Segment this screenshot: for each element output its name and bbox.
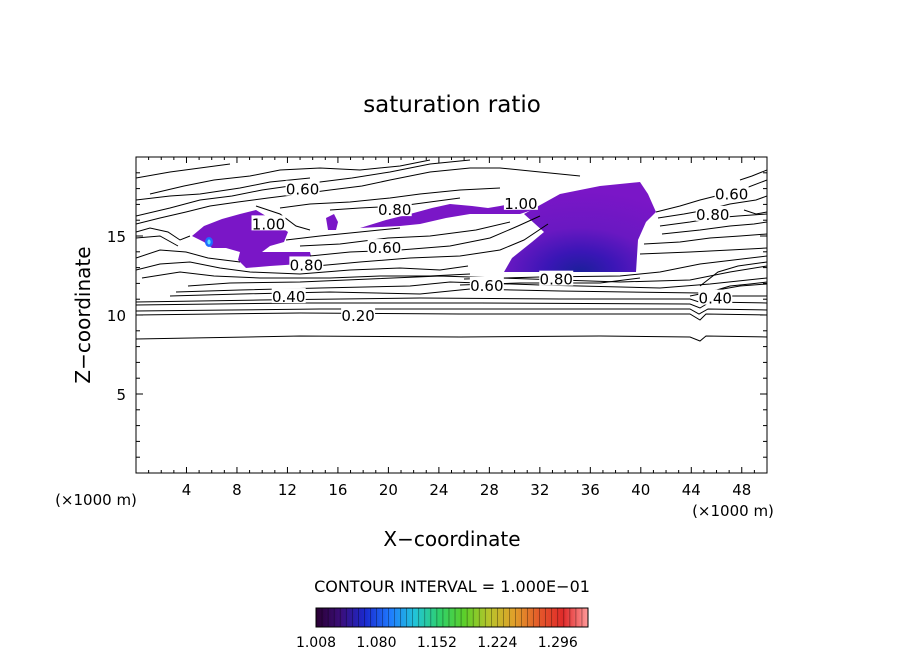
- contour-label-bg: [695, 205, 730, 221]
- contour-label-bg: [503, 194, 538, 210]
- y-axis-label: Z−coordinate: [71, 246, 95, 383]
- x-tick-label: 36: [581, 481, 600, 499]
- contour-label: 0.80: [378, 201, 411, 219]
- x-tick-label: 16: [328, 481, 347, 499]
- chart-title: saturation ratio: [363, 92, 541, 118]
- contour-label-bg: [714, 185, 749, 201]
- colorbar-tick-label: 1.152: [417, 635, 457, 651]
- x-tick-label: 12: [278, 481, 297, 499]
- contour-label: 0.60: [286, 181, 319, 199]
- contour-label-bg: [539, 270, 574, 286]
- contour-label-bg: [271, 288, 306, 304]
- x-tick-label: 8: [232, 481, 242, 499]
- contour-label: 0.80: [540, 271, 573, 289]
- x-tick-label: 28: [480, 481, 499, 499]
- contour-label: 0.40: [699, 290, 732, 308]
- contour-label-bg: [289, 256, 324, 272]
- colorbar-stripes: [321, 608, 583, 627]
- x-unit-label-right: (×1000 m): [692, 502, 774, 520]
- contour-label: 0.60: [368, 239, 401, 257]
- contour-label: 0.60: [715, 185, 748, 203]
- colorbar-labels: 1.008 1.080 1.152 1.224 1.296: [296, 635, 578, 651]
- x-axis-label: X−coordinate: [383, 527, 520, 551]
- supersaturation-fills: [192, 182, 656, 272]
- x-unit-label-left: (×1000 m): [55, 491, 137, 509]
- fill-region-right: [504, 182, 656, 272]
- x-tick-label: 44: [682, 481, 701, 499]
- x-tick-label: 24: [429, 481, 448, 499]
- colorbar: 1.008 1.080 1.152 1.224 1.296: [296, 607, 589, 651]
- colorbar-tick-label: 1.080: [356, 635, 396, 651]
- x-tick-label: 40: [631, 481, 650, 499]
- y-tick-label: 15: [107, 228, 126, 246]
- contour-label: 0.20: [341, 307, 374, 325]
- colorbar-tick-label: 1.224: [477, 635, 517, 651]
- colorbar-tick-label: 1.296: [538, 635, 578, 651]
- contour-label: 1.00: [504, 195, 537, 213]
- contour-label-bg: [285, 180, 320, 196]
- fill-region-left: [192, 210, 312, 268]
- fill-maximum-core: [207, 239, 211, 245]
- contour-label: 0.80: [696, 206, 729, 224]
- contour-labels: 0.600.80 1.001.000.600.800.400.200.60 0.80…: [251, 180, 749, 325]
- x-tick-label: 32: [530, 481, 549, 499]
- x-tick-label: 20: [379, 481, 398, 499]
- contour-label-bg: [469, 276, 504, 292]
- contour-label-bg: [377, 201, 412, 217]
- contour-lines: [136, 159, 767, 342]
- contour-label: 0.40: [272, 288, 305, 306]
- x-tick-label: 48: [732, 481, 751, 499]
- contour-label-bg: [367, 239, 402, 255]
- fill-region-middle: [360, 200, 538, 228]
- colorbar-tick-label: 1.008: [296, 635, 336, 651]
- contour-label-bg: [341, 307, 376, 322]
- contour-label-bg: [698, 289, 733, 305]
- y-tick-label: 10: [107, 307, 126, 325]
- contour-label: 0.80: [290, 256, 323, 274]
- colorbar-gradient: [315, 607, 589, 628]
- contour-interval-text: CONTOUR INTERVAL = 1.000E−01: [314, 577, 590, 596]
- fill-region-small: [326, 214, 338, 230]
- y-tick-label: 5: [116, 386, 126, 404]
- x-tick-label: 4: [182, 481, 192, 499]
- contour-label-bg: [251, 215, 286, 231]
- contour-label: 0.60: [470, 277, 503, 295]
- contour-label: 1.00: [252, 215, 285, 233]
